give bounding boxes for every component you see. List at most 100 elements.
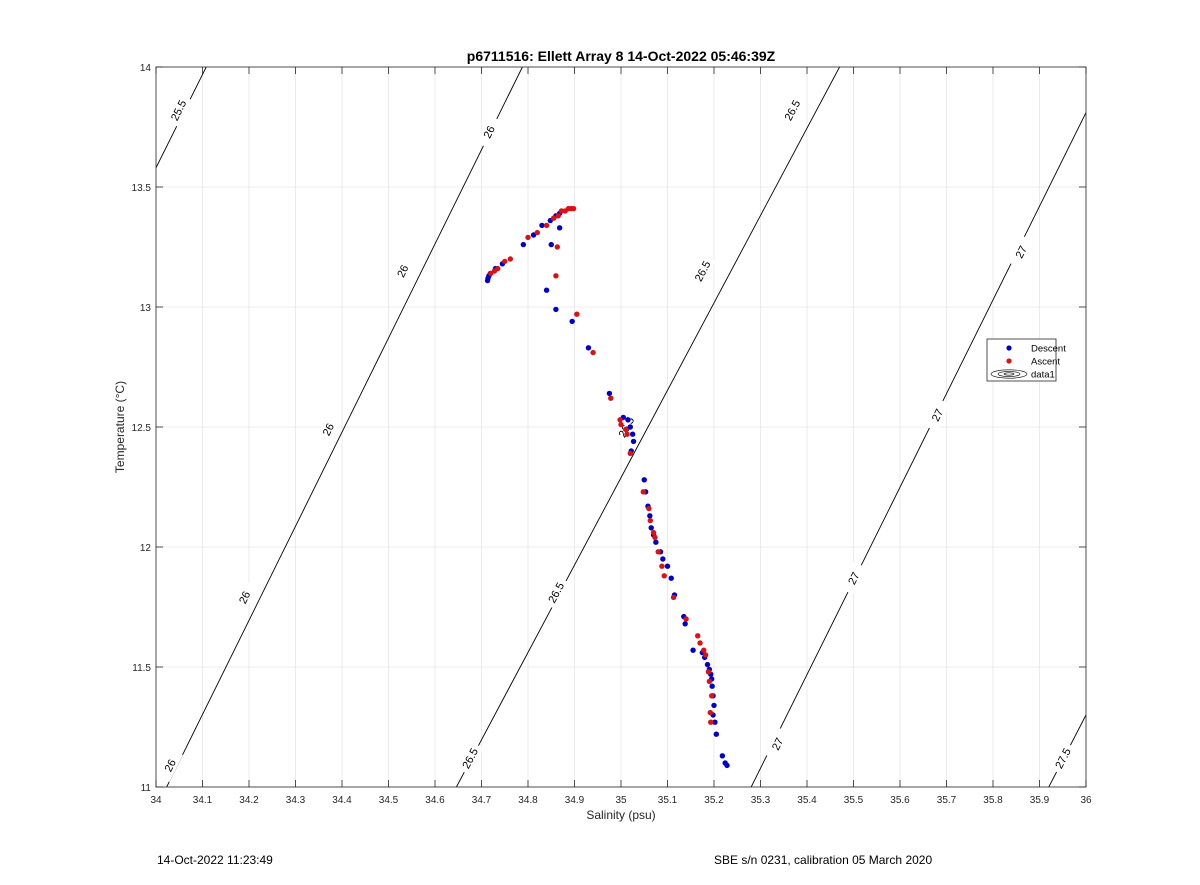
- descent-point: [627, 424, 633, 430]
- contour-label: 27: [846, 570, 862, 586]
- x-tick-label: 35: [615, 795, 627, 806]
- ascent-point: [495, 265, 501, 272]
- ascent-point: [708, 693, 715, 699]
- contour-label-bg: [542, 576, 570, 610]
- descent-point: [724, 762, 730, 769]
- ascent-point: [650, 529, 657, 536]
- x-tick-label: 35.3: [751, 795, 771, 806]
- footer-timestamp: 14-Oct-2022 11:23:49: [157, 853, 273, 867]
- contour-label-bg: [476, 115, 502, 149]
- descent-point: [556, 225, 563, 231]
- legend-marker-ascent: [1006, 358, 1012, 364]
- ascent-point: [640, 489, 647, 495]
- ascent-point: [574, 311, 580, 317]
- contour-label-bg: [389, 254, 416, 288]
- ascent-point: [622, 426, 629, 433]
- contour-label: 27: [770, 736, 786, 752]
- descent-point: [625, 417, 631, 423]
- ascent-point: [646, 505, 652, 512]
- ascent-point: [617, 417, 623, 423]
- ascent-point: [627, 450, 633, 457]
- ascent-point: [661, 573, 667, 579]
- x-tick-label: 34.9: [565, 795, 585, 806]
- descent-point: [668, 575, 674, 581]
- ascent-point: [525, 234, 531, 241]
- x-tick-label: 34.4: [332, 795, 352, 806]
- ascent-point: [683, 616, 689, 622]
- x-tick-label: 35.1: [658, 795, 678, 806]
- contour-label-bg: [1007, 235, 1034, 269]
- chart-title: p6711516: Ellett Array 8 14-Oct-2022 05:…: [467, 48, 776, 64]
- descent-point: [585, 345, 592, 351]
- x-tick-label: 34.7: [472, 795, 492, 806]
- contour-label-bg: [924, 398, 951, 432]
- descent-point: [664, 563, 671, 569]
- legend-label-data1: data1: [1031, 370, 1055, 381]
- descent-point: [704, 661, 711, 668]
- contour-label-bg: [1049, 741, 1076, 775]
- descent-point: [630, 438, 637, 445]
- ascent-point: [655, 549, 661, 555]
- ascent-point: [647, 517, 653, 524]
- descent-point: [548, 241, 554, 248]
- density-contour-line: [455, 67, 840, 787]
- contour-label-bg: [165, 93, 192, 127]
- x-tick-label: 34.2: [239, 795, 259, 806]
- descent-point: [648, 525, 654, 531]
- ascent-point: [543, 222, 550, 229]
- legend-box: [986, 338, 1057, 382]
- footer-calibration: SBE s/n 0231, calibration 05 March 2020: [714, 853, 933, 867]
- y-tick-label: 11: [141, 783, 152, 794]
- y-tick-label: 11.5: [132, 663, 151, 674]
- x-tick-label: 35.5: [844, 795, 864, 806]
- descent-point: [553, 306, 559, 313]
- contour-label: 27: [1014, 244, 1030, 260]
- descent-point: [539, 222, 545, 229]
- contour-label: 27: [930, 407, 946, 423]
- data-points: [484, 205, 730, 769]
- x-tick-label: 34.8: [518, 795, 538, 806]
- descent-point: [653, 539, 659, 545]
- contour-label-bg: [689, 254, 716, 288]
- legend-label-descent: Descent: [1031, 344, 1066, 355]
- legend-label-ascent: Ascent: [1031, 357, 1060, 368]
- contour-label: 26: [163, 758, 179, 774]
- ascent-point: [534, 229, 540, 236]
- ascent-point: [701, 647, 707, 653]
- ascent-point: [590, 349, 596, 356]
- density-contour-line: [166, 67, 523, 787]
- density-contour-line: [750, 112, 1086, 787]
- x-tick-label: 35.9: [1030, 795, 1050, 806]
- legend: Descent Ascent data1: [986, 338, 1066, 382]
- ascent-point: [708, 719, 714, 725]
- contour-label-bg: [231, 580, 258, 614]
- ascent-point: [624, 431, 630, 437]
- x-axis-label: Salinity (psu): [586, 808, 655, 822]
- contour-icon: [990, 369, 1028, 379]
- x-tick-label: 35.6: [890, 795, 910, 806]
- ascent-point: [697, 640, 703, 646]
- descent-point: [569, 318, 575, 325]
- ascent-point: [707, 709, 713, 716]
- descent-point: [543, 287, 550, 293]
- descent-point: [709, 683, 715, 689]
- x-tick-label: 34.3: [286, 795, 306, 806]
- ascent-point: [705, 669, 712, 675]
- descent-point: [713, 731, 720, 737]
- ascent-point: [695, 633, 701, 639]
- contour-label-bg: [157, 748, 183, 782]
- descent-point: [647, 513, 653, 519]
- ascent-point: [652, 534, 658, 541]
- descent-point: [711, 702, 717, 709]
- contour-label-bg: [315, 412, 341, 446]
- legend-marker-descent: [1006, 345, 1012, 351]
- x-tick-label: 35.7: [937, 795, 957, 806]
- ascent-point: [502, 258, 508, 265]
- descent-point: [660, 556, 666, 562]
- ascent-point: [659, 563, 665, 569]
- ascent-point: [507, 256, 514, 262]
- ascent-point: [554, 244, 560, 250]
- contour-label: 26: [395, 263, 411, 279]
- contour-label-bg: [840, 561, 867, 595]
